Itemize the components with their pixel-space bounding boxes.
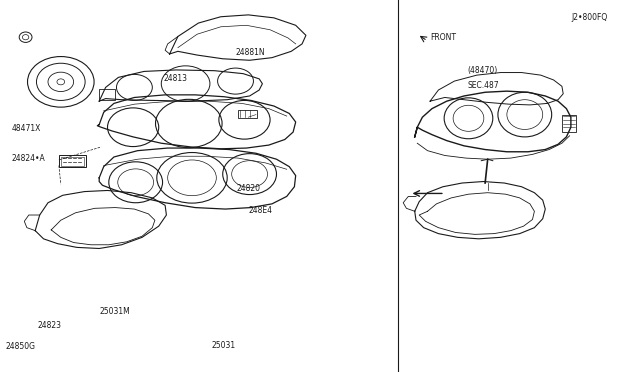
Text: 24850G: 24850G — [5, 342, 35, 351]
Bar — [59, 155, 86, 167]
Bar — [562, 115, 576, 132]
Text: 25031: 25031 — [211, 341, 236, 350]
Text: J2•800FQ: J2•800FQ — [572, 13, 608, 22]
Text: 24820: 24820 — [237, 184, 261, 193]
Text: 24881N: 24881N — [236, 48, 265, 57]
Bar — [61, 157, 84, 166]
Bar — [238, 110, 257, 118]
Text: 24824•A: 24824•A — [12, 154, 45, 163]
Text: FRONT: FRONT — [430, 33, 456, 42]
Text: 24813: 24813 — [163, 74, 187, 83]
Bar — [99, 89, 115, 100]
Text: 24823: 24823 — [37, 321, 61, 330]
Text: 48471X: 48471X — [12, 124, 41, 132]
Text: 25031M: 25031M — [99, 307, 130, 316]
Text: 248E4: 248E4 — [248, 206, 273, 215]
Text: (48470): (48470) — [467, 66, 497, 75]
Text: SEC.487: SEC.487 — [467, 81, 499, 90]
